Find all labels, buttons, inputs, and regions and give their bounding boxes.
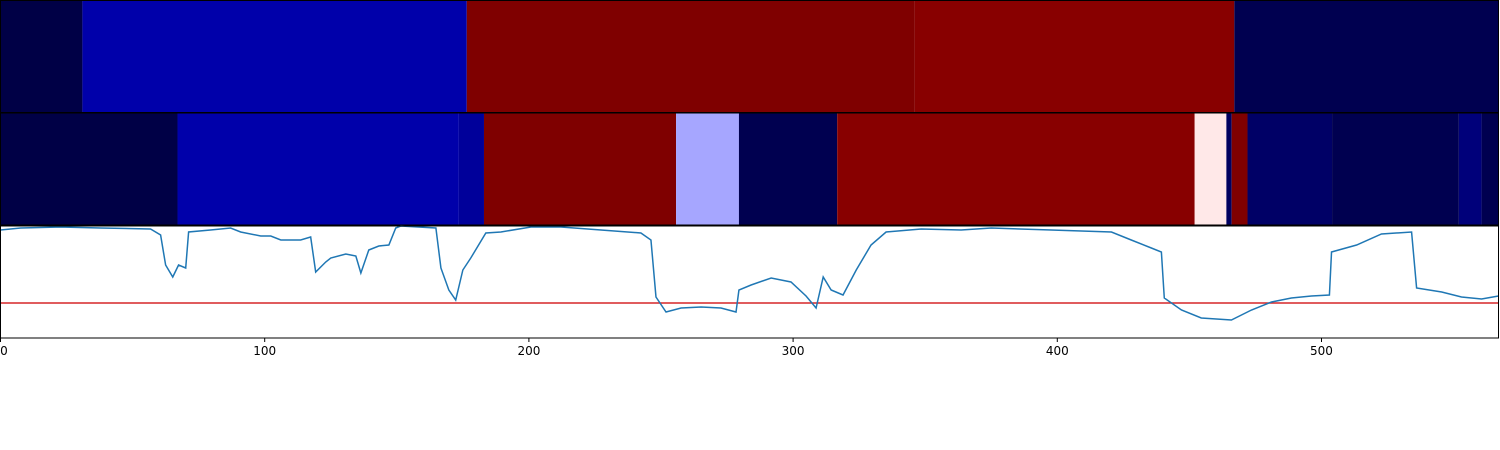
band-segment: [914, 0, 1235, 113]
band-segment: [466, 0, 915, 113]
band-segment: [483, 113, 677, 225]
band-segment: [1231, 113, 1248, 225]
band-segment: [1247, 113, 1333, 225]
panel-frame: [0, 225, 1499, 339]
band-segment: [837, 113, 1195, 225]
band-segment: [1481, 113, 1499, 225]
x-tick-label: 500: [1310, 344, 1333, 358]
band-segment: [82, 0, 467, 113]
band-segment: [1226, 113, 1232, 225]
x-tick-label: 0: [0, 344, 8, 358]
panel-frame: [0, 112, 1499, 226]
x-tick-label: 400: [1046, 344, 1069, 358]
x-tick-label: 300: [782, 344, 805, 358]
band-segment: [177, 113, 459, 225]
band-segment: [1234, 0, 1499, 113]
band-segment: [0, 0, 83, 113]
band-segment: [676, 113, 739, 225]
x-tick-label: 100: [253, 344, 276, 358]
band-segment: [0, 113, 178, 225]
line-series: [0, 225, 1499, 321]
band-segment: [458, 113, 484, 225]
band-segment: [1458, 113, 1482, 225]
band-segment: [1332, 113, 1459, 225]
band-segment: [738, 113, 838, 225]
band-segment: [1194, 113, 1227, 225]
x-tick-label: 200: [517, 344, 540, 358]
